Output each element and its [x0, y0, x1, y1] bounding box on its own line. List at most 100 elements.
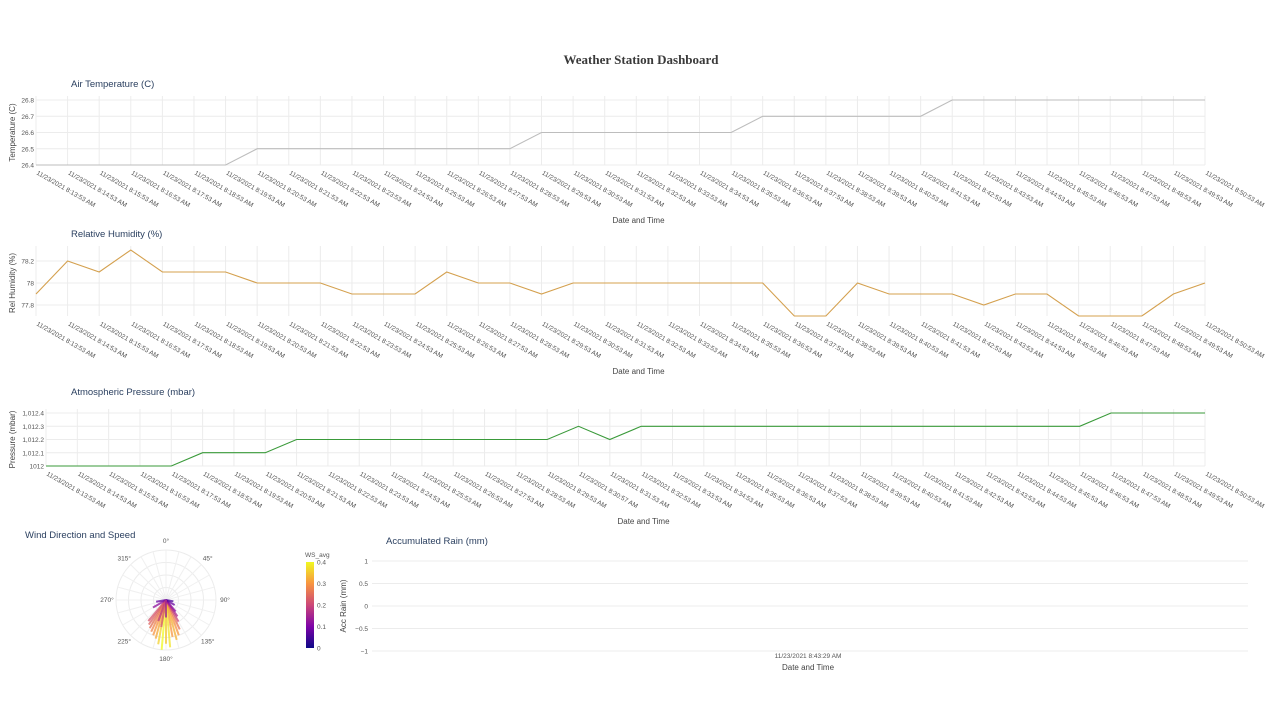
- angular-tick-label: 0°: [163, 537, 170, 545]
- x-tick-label: 11/23/2021 8:14:53 AM: [67, 170, 128, 209]
- colorbar: [306, 562, 314, 648]
- x-tick-label: 11/23/2021 8:47:53 AM: [1109, 170, 1170, 209]
- x-tick-label: 11/23/2021 8:29:53 AM: [546, 471, 607, 510]
- x-tick-label: 11/23/2021 8:39:53 AM: [859, 471, 920, 510]
- y-tick-label: 26.5: [21, 146, 34, 153]
- x-tick-label: 11/23/2021 8:48:53 AM: [1141, 170, 1202, 209]
- x-tick-label: 11/23/2021 8:26:53 AM: [446, 170, 507, 209]
- x-tick-label: 11/23/2021 8:40:53 AM: [891, 471, 952, 510]
- x-tick-label: 11/23/2021 8:28:53 AM: [515, 471, 576, 510]
- x-tick-label: 11/23/2021 8:22:53 AM: [319, 170, 380, 209]
- angular-tick-label: 270°: [100, 596, 114, 604]
- wind-bar: [165, 599, 178, 641]
- x-tick-label: 11/23/2021 8:47:53 AM: [1110, 471, 1171, 510]
- x-tick-label: 11/23/2021 8:40:53 AM: [888, 321, 949, 360]
- y-tick-label: 78.2: [21, 259, 34, 266]
- x-tick-label: 11/23/2021 8:33:53 AM: [667, 321, 728, 360]
- x-tick-label: 11/23/2021 8:44:53 AM: [1016, 471, 1077, 510]
- x-tick-label: 11/23/2021 8:36:53 AM: [765, 471, 826, 510]
- x-tick-label: 11/23/2021 8:48:53 AM: [1141, 471, 1202, 510]
- x-tick-label: 11/23/2021 8:39:53 AM: [856, 170, 917, 209]
- x-tick-label: 11/23/2021 8:40:53 AM: [888, 170, 949, 209]
- x-tick-label: 11/23/2021 8:49:53 AM: [1172, 321, 1233, 360]
- y-axis-label: Pressure (mbar): [8, 410, 17, 468]
- x-tick-label: 11/23/2021 8:29:53 AM: [541, 170, 602, 209]
- x-tick-label: 11/23/2021 8:24:53 AM: [383, 321, 444, 360]
- x-tick-label: 11/23/2021 8:24:53 AM: [383, 170, 444, 209]
- x-tick-label: 11/23/2021 8:27:53 AM: [477, 321, 538, 360]
- y-tick-label: 26.6: [21, 130, 34, 137]
- x-tick-label: 11/23/2021 8:49:53 AM: [1173, 471, 1234, 510]
- x-tick-label: 11/23/2021 8:37:53 AM: [793, 170, 854, 209]
- series-line: [46, 412, 1205, 467]
- x-axis-label: Date and Time: [612, 216, 665, 225]
- angular-tick-label: 225°: [118, 638, 132, 646]
- polar-grid-spoke: [165, 574, 210, 601]
- x-tick-label: 11/23/2021 8:35:53 AM: [734, 471, 795, 510]
- x-tick-label: 11/23/2021 8:37:53 AM: [793, 321, 854, 360]
- x-tick-label: 11/23/2021 8:33:53 AM: [671, 471, 732, 510]
- x-tick-label: 11/23/2021 8:23:53 AM: [358, 471, 419, 510]
- x-tick-label: 11/23/2021 8:30:57 AM: [578, 471, 639, 510]
- angular-tick-label: 180°: [159, 655, 173, 663]
- x-tick-label: 11/23/2021 8:46:53 AM: [1078, 170, 1139, 209]
- x-tick-label: 11/23/2021 8:32:53 AM: [640, 471, 701, 510]
- angular-tick-label: 45°: [203, 554, 213, 562]
- x-tick-label: 11/23/2021 8:35:53 AM: [730, 170, 791, 209]
- x-tick-label: 11/23/2021 8:25:53 AM: [421, 471, 482, 510]
- y-tick-label: 0.5: [359, 581, 368, 588]
- x-tick-label: 11/23/2021 8:31:53 AM: [604, 170, 665, 209]
- chart-title: Atmospheric Pressure (mbar): [71, 387, 195, 398]
- x-tick-label: 11/23/2021 8:47:53 AM: [1109, 321, 1170, 360]
- x-axis-label: Date and Time: [612, 367, 665, 376]
- x-tick-label: 11/23/2021 8:27:53 AM: [477, 170, 538, 209]
- wind-bar: [147, 599, 167, 622]
- x-tick-label: 11/23/2021 8:23:53 AM: [351, 321, 412, 360]
- x-tick-label: 11/23/2021 8:32:53 AM: [635, 321, 696, 360]
- x-tick-label: 11/23/2021 8:32:53 AM: [635, 170, 696, 209]
- x-tick-label: 11/23/2021 8:23:53 AM: [351, 170, 412, 209]
- x-tick-label: 11/23/2021 8:15:53 AM: [108, 471, 169, 510]
- y-tick-label: 26.4: [21, 163, 34, 170]
- angular-tick-label: 135°: [201, 638, 215, 646]
- x-tick-label: 11/23/2021 8:42:53 AM: [951, 321, 1012, 360]
- y-axis-label: Temperature (C): [8, 103, 17, 162]
- x-tick-label: 11/23/2021 8:20:53 AM: [256, 170, 317, 209]
- x-tick-label: 11/23/2021 8:34:53 AM: [698, 321, 759, 360]
- line-panel-0: 26.4 26.5 26.6 26.7 26.8 11/23/2021 8:13:53 A…: [8, 79, 1265, 225]
- polar-grid-spoke: [165, 564, 202, 601]
- x-tick-label: 11/23/2021 8:50:53 AM: [1204, 471, 1265, 510]
- x-tick-label: 11/23/2021 8:24:53 AM: [390, 471, 451, 510]
- x-tick-label: 11/23/2021 8:14:53 AM: [67, 321, 128, 360]
- x-tick-label: 11/23/2021 8:35:53 AM: [730, 321, 791, 360]
- x-tick-label: 11/23/2021 8:30:53 AM: [572, 170, 633, 209]
- x-tick-label: 11/23/2021 8:21:53 AM: [288, 321, 349, 360]
- wind-polar-chart: Wind Direction and Speed 0° 45° 90° 135° 180°…: [25, 530, 330, 663]
- x-tick-label: 11/23/2021 8:42:53 AM: [953, 471, 1014, 510]
- chart-title: Relative Humidity (%): [71, 229, 162, 240]
- polar-grid-spoke: [117, 586, 167, 601]
- x-tick-label: 11/23/2021 8:22:53 AM: [327, 471, 388, 510]
- x-tick-label: 11/23/2021 8:13:53 AM: [45, 471, 106, 510]
- colorbar-tick-label: 0: [317, 646, 321, 653]
- x-tick-label: 11/23/2021 8:25:53 AM: [414, 170, 475, 209]
- wind-bar: [165, 599, 174, 603]
- x-tick-label: 11/23/2021 8:18:53 AM: [202, 471, 263, 510]
- y-tick-label: −0.5: [355, 626, 368, 633]
- x-tick-label: 11/23/2021 8:45:53 AM: [1046, 321, 1107, 360]
- y-tick-label: −1: [361, 649, 369, 656]
- x-tick-label: 11/23/2021 8:34:53 AM: [703, 471, 764, 510]
- polar-grid-spoke: [165, 586, 215, 601]
- x-tick-label: 11/23/2021 8:21:53 AM: [288, 170, 349, 209]
- x-tick-label: 11/23/2021 8:16:53 AM: [130, 321, 191, 360]
- polar-grid-spoke: [165, 556, 192, 601]
- x-tick-label: 11/23/2021 8:45:53 AM: [1047, 471, 1108, 510]
- line-panel-2: 1012 1,012.1 1,012.2 1,012.3 1,012.4 11/23/20…: [8, 387, 1265, 526]
- x-tick-label: 11/23/2021 8:43:53 AM: [983, 321, 1044, 360]
- x-tick-label: 11/23/2021 8:30:53 AM: [572, 321, 633, 360]
- chart-title: Accumulated Rain (mm): [386, 536, 488, 547]
- y-tick-label: 1,012.2: [22, 437, 44, 444]
- y-tick-label: 78: [27, 281, 35, 288]
- polar-grid-spoke: [165, 599, 215, 614]
